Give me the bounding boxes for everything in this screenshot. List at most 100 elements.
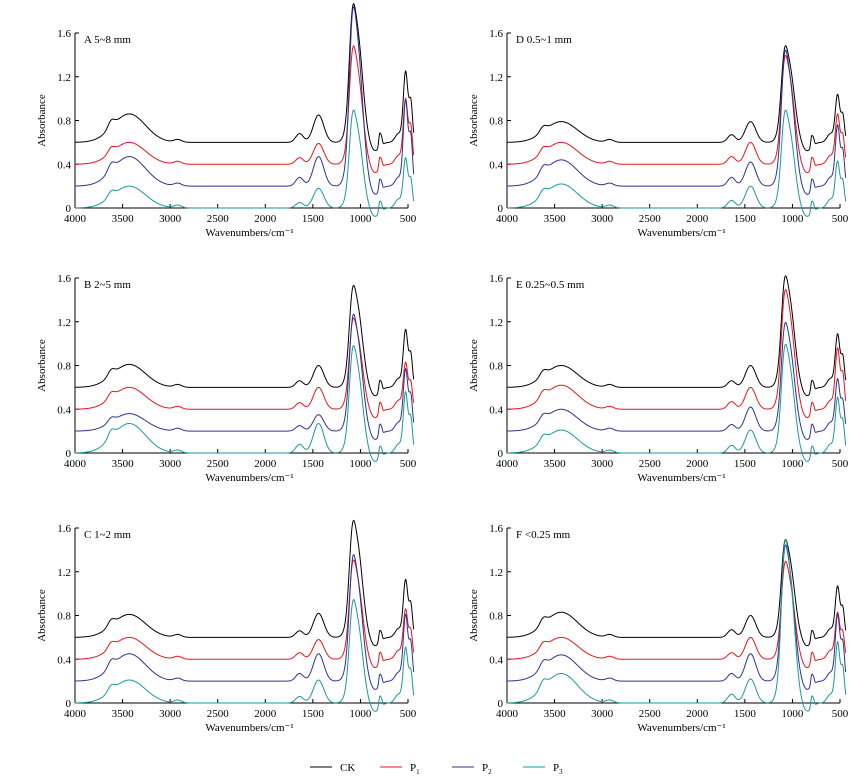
y-tick-label: 1.6: [57, 273, 71, 285]
x-tick-label: 500: [832, 458, 849, 470]
panel-title: D 0.5~1 mm: [516, 34, 572, 46]
series-line-p2: [506, 49, 847, 195]
series-line-p1: [506, 54, 847, 174]
x-tick-label: 1500: [734, 213, 757, 225]
x-tick-label: 3000: [159, 458, 182, 470]
x-tick-label: 2500: [639, 213, 662, 225]
y-tick-label: 1.2: [489, 317, 503, 329]
x-tick-label: 1500: [302, 708, 325, 720]
x-tick-label: 4000: [64, 708, 87, 720]
panel-title: A 5~8 mm: [84, 34, 131, 46]
legend: CK P1 P2 P3: [310, 762, 563, 776]
y-tick-label: 0.8: [489, 116, 503, 128]
x-tick-label: 2000: [254, 458, 277, 470]
y-tick-label: 1.6: [489, 273, 503, 285]
series-line-p3: [507, 109, 847, 217]
series-line-ck: [74, 2, 415, 152]
x-tick-label: 3000: [591, 213, 614, 225]
series-line-p2: [75, 313, 415, 440]
x-axis-label: Wavenumbers/cm⁻¹: [637, 722, 725, 734]
x-tick-label: 2500: [639, 458, 662, 470]
chart-panel: 4000 3500 3000 2500 2000 1500 1000 500 0 0.4 0.8 1.…: [468, 523, 849, 734]
series-line-p3: [506, 343, 847, 462]
x-tick-label: 2500: [207, 708, 230, 720]
series-line-ck: [75, 284, 415, 397]
series-line-ck: [506, 45, 847, 152]
y-axis-label: Absorbance: [468, 94, 480, 147]
panel-title: E 0.25~0.5 mm: [516, 279, 585, 291]
x-tick-label: 3500: [112, 708, 135, 720]
x-tick-label: 2000: [254, 708, 277, 720]
x-tick-label: 4000: [496, 458, 519, 470]
y-tick-label: 0: [498, 448, 504, 460]
chart-panel: 4000 3500 3000 2500 2000 1500 1000 500 0 0.4 0.8 1.…: [36, 2, 417, 239]
series-line-p2: [506, 544, 847, 690]
x-tick-label: 1000: [349, 708, 372, 720]
y-axis-label: Absorbance: [36, 339, 48, 392]
x-tick-label: 2500: [207, 458, 230, 470]
y-tick-label: 0: [498, 698, 504, 710]
panel-title: F <0.25 mm: [516, 529, 571, 541]
x-axis-label: Wavenumbers/cm⁻¹: [637, 472, 725, 484]
series-line-p1: [506, 560, 847, 669]
series-line-p1: [507, 288, 847, 418]
x-tick-label: 500: [832, 708, 849, 720]
series-line-p3: [506, 539, 847, 712]
series-line-ck: [75, 519, 415, 647]
x-tick-label: 1000: [781, 458, 804, 470]
panel-title: B 2~5 mm: [84, 279, 131, 291]
x-tick-label: 1500: [302, 213, 325, 225]
y-tick-label: 0.8: [489, 361, 503, 373]
x-tick-label: 3000: [159, 708, 182, 720]
x-tick-label: 4000: [64, 213, 87, 225]
series-line-p1: [74, 45, 415, 173]
x-tick-label: 1000: [349, 213, 372, 225]
x-tick-label: 3500: [544, 708, 567, 720]
x-tick-label: 4000: [64, 458, 87, 470]
y-tick-label: 0.8: [57, 116, 71, 128]
x-tick-label: 4000: [496, 708, 519, 720]
y-tick-label: 0.4: [489, 159, 503, 171]
y-tick-label: 1.6: [57, 523, 71, 535]
y-axis-label: Absorbance: [468, 589, 480, 642]
series-line-p2: [506, 321, 847, 440]
x-axis-label: Wavenumbers/cm⁻¹: [637, 227, 725, 239]
y-axis-label: Absorbance: [36, 589, 48, 642]
chart-panel: 4000 3500 3000 2500 2000 1500 1000 500 0 0.4 0.8 1.…: [36, 273, 417, 484]
x-axis-label: Wavenumbers/cm⁻¹: [205, 722, 293, 734]
y-axis-label: Absorbance: [468, 339, 480, 392]
y-tick-label: 0: [498, 203, 504, 215]
y-tick-label: 0.8: [57, 361, 71, 373]
y-tick-label: 0: [66, 698, 72, 710]
x-tick-label: 2000: [686, 458, 709, 470]
y-tick-label: 1.2: [489, 567, 503, 579]
x-tick-label: 2000: [686, 213, 709, 225]
x-tick-label: 500: [400, 708, 417, 720]
panel-title: C 1~2 mm: [84, 529, 131, 541]
chart-panel: 4000 3500 3000 2500 2000 1500 1000 500 0 0.4 0.8 1.…: [468, 273, 849, 484]
x-tick-label: 2500: [639, 708, 662, 720]
y-tick-label: 1.2: [489, 72, 503, 84]
y-tick-label: 0: [66, 203, 72, 215]
legend-label: P1: [410, 762, 420, 776]
x-tick-label: 3500: [112, 213, 135, 225]
x-tick-label: 3500: [544, 213, 567, 225]
chart-panel: 4000 3500 3000 2500 2000 1500 1000 500 0 0.4 0.8 1.…: [468, 28, 849, 239]
x-tick-label: 2000: [254, 213, 277, 225]
y-tick-label: 1.2: [57, 567, 71, 579]
y-tick-label: 1.2: [57, 317, 71, 329]
series-line-ck: [507, 538, 847, 647]
series-line-ck: [506, 275, 847, 397]
y-tick-label: 0.4: [489, 654, 503, 666]
x-tick-label: 1000: [349, 458, 372, 470]
series-line-p3: [74, 109, 415, 217]
y-tick-label: 1.6: [489, 523, 503, 535]
x-tick-label: 1500: [734, 708, 757, 720]
y-tick-label: 0.4: [57, 404, 71, 416]
x-tick-label: 1000: [781, 708, 804, 720]
x-tick-label: 1500: [302, 458, 325, 470]
x-tick-label: 2000: [686, 708, 709, 720]
x-tick-label: 500: [400, 458, 417, 470]
y-tick-label: 1.6: [57, 28, 71, 40]
